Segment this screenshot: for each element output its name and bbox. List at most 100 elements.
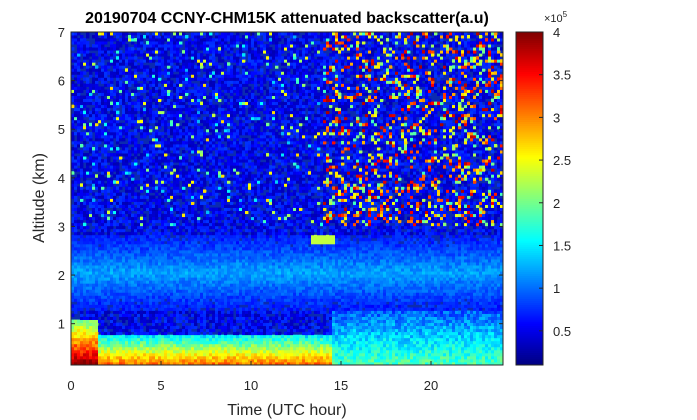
heatmap-cell [215, 174, 219, 178]
heatmap-cell [140, 328, 144, 333]
heatmap-cell [209, 165, 213, 169]
heatmap-cell [209, 35, 213, 39]
heatmap-cell [110, 144, 114, 148]
heatmap-cell [101, 361, 105, 365]
heatmap-cell [89, 319, 93, 324]
heatmap-cell [149, 286, 153, 290]
heatmap-cell [146, 113, 150, 118]
heatmap-cell [203, 80, 207, 84]
heatmap-cell [149, 110, 153, 115]
heatmap-cell [95, 140, 99, 145]
heatmap-cell [188, 252, 192, 257]
heatmap-cell [143, 256, 147, 260]
heatmap-cell [146, 231, 150, 236]
heatmap-cell [188, 334, 192, 339]
heatmap-cell [131, 256, 135, 260]
heatmap-cell [161, 113, 165, 118]
heatmap-cell [140, 325, 144, 330]
heatmap-cell [131, 234, 135, 239]
heatmap-cell [176, 53, 180, 57]
heatmap-cell [101, 280, 105, 284]
heatmap-cell [203, 313, 207, 317]
heatmap-cell [200, 310, 204, 314]
heatmap-cell [185, 68, 189, 72]
heatmap-cell [101, 50, 105, 54]
heatmap-cell [92, 277, 96, 281]
heatmap-cell [101, 147, 105, 151]
heatmap-cell [224, 162, 228, 166]
heatmap-cell [95, 177, 99, 181]
heatmap-cell [227, 150, 231, 154]
heatmap-cell [140, 219, 144, 224]
heatmap-cell [224, 56, 228, 60]
heatmap-cell [89, 195, 93, 199]
heatmap-cell [125, 44, 129, 48]
heatmap-cell [179, 116, 183, 121]
heatmap-cell [167, 265, 171, 269]
heatmap-cell [185, 334, 189, 339]
heatmap-cell [116, 346, 120, 351]
heatmap-cell [188, 183, 192, 187]
heatmap-cell [83, 277, 87, 281]
heatmap-cell [122, 328, 126, 333]
heatmap-cell [122, 104, 126, 109]
heatmap-cell [152, 144, 156, 148]
heatmap-cell [191, 331, 195, 336]
heatmap-cell [221, 277, 225, 281]
heatmap-cell [80, 168, 84, 172]
heatmap-cell [158, 349, 162, 354]
heatmap-cell [113, 240, 117, 245]
heatmap-cell [92, 210, 96, 215]
heatmap-cell [221, 231, 225, 236]
heatmap-cell [191, 216, 195, 221]
heatmap-cell [155, 334, 159, 339]
heatmap-cell [185, 280, 189, 284]
heatmap-cell [134, 104, 138, 109]
heatmap-cell [185, 268, 189, 272]
heatmap-cell [122, 150, 126, 154]
heatmap-cell [218, 207, 222, 212]
heatmap-cell [80, 265, 84, 269]
heatmap-cell [173, 355, 177, 360]
heatmap-cell [101, 292, 105, 296]
heatmap-cell [224, 274, 228, 278]
heatmap-cell [80, 107, 84, 112]
heatmap-cell [164, 86, 168, 90]
heatmap-cell [221, 192, 225, 196]
heatmap-cell [224, 358, 228, 363]
heatmap-cell [71, 271, 75, 275]
heatmap-cell [140, 128, 144, 133]
heatmap-cell [158, 137, 162, 142]
heatmap-cell [212, 147, 216, 151]
heatmap-cell [137, 116, 141, 121]
heatmap-cell [77, 156, 81, 160]
heatmap-cell [95, 104, 99, 109]
heatmap-cell [161, 337, 165, 342]
heatmap-cell [83, 50, 87, 54]
heatmap-cell [152, 71, 156, 75]
heatmap-cell [71, 89, 75, 93]
heatmap-cell [209, 240, 213, 245]
heatmap-cell [92, 304, 96, 308]
heatmap-cell [77, 340, 81, 345]
heatmap-cell [197, 150, 201, 154]
heatmap-cell [224, 228, 228, 233]
heatmap-cell [98, 265, 102, 269]
heatmap-cell [164, 313, 168, 317]
heatmap-cell [170, 171, 174, 175]
heatmap-cell [149, 331, 153, 336]
heatmap-cells [71, 32, 503, 365]
heatmap-cell [227, 89, 231, 93]
heatmap-cell [113, 355, 117, 360]
heatmap-cell [92, 292, 96, 296]
heatmap-cell [188, 62, 192, 66]
heatmap-cell [170, 252, 174, 257]
heatmap-cell [83, 53, 87, 57]
heatmap-cell [194, 249, 198, 254]
heatmap-cell [146, 174, 150, 178]
heatmap-cell [122, 292, 126, 296]
heatmap-cell [188, 222, 192, 227]
heatmap-cell [74, 156, 78, 160]
heatmap-cell [209, 352, 213, 357]
heatmap-cell [215, 307, 219, 311]
